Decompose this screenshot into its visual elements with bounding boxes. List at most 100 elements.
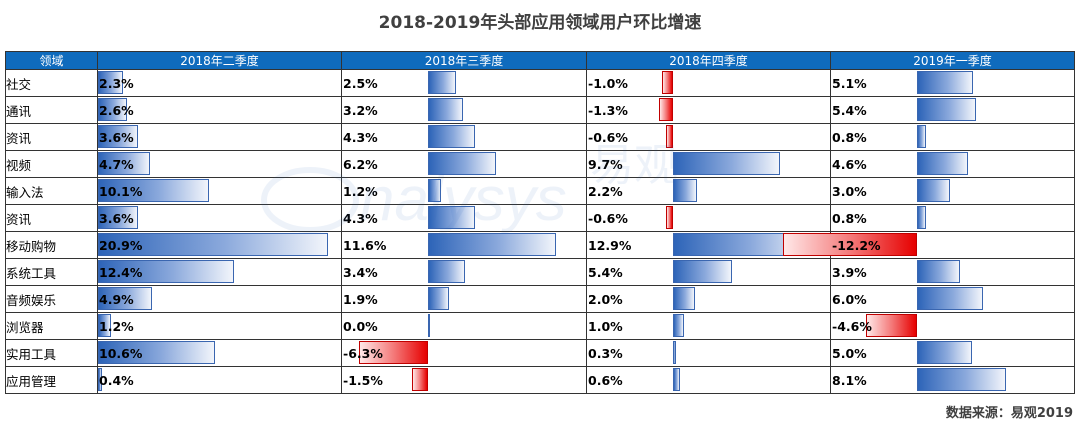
value-label: 5.1% [832,75,867,91]
value-cell: 3.6% [97,123,342,151]
value-bar [917,368,1007,391]
table-row: 系统工具 12.4% 3.4% 5.4% 3.9% [5,258,1075,286]
value-bar [917,152,968,175]
value-bar [917,71,974,94]
value-bar [98,179,210,202]
table-body: 社交 2.3% 2.5% -1.0% 5.1% 通讯 2.6% 3.2% -1.3% 5.4% 资讯… [5,69,1075,394]
row-label: 视频 [5,150,98,178]
value-cell: 4.6% [830,150,1075,178]
value-cell: 1.2% [97,312,342,340]
value-cell: -4.6% [830,312,1075,340]
value-bar [917,125,926,148]
value-label: 10.1% [99,183,143,199]
row-label: 移动购物 [5,231,98,259]
value-label: 6.0% [832,291,867,307]
value-label: 5.4% [832,102,867,118]
table-row: 实用工具 10.6% -6.3% 0.3% 5.0% [5,339,1075,367]
value-label: 2.5% [343,75,378,91]
value-cell: 3.2% [341,96,587,124]
value-bar [428,71,456,94]
value-cell: 12.4% [97,258,342,286]
row-label: 社交 [5,69,98,97]
data-source-note: 数据来源：易观2019 [945,406,1073,421]
value-label: -12.2% [832,237,881,253]
value-bar [428,152,497,175]
value-label: 3.4% [343,264,378,280]
row-label: 资讯 [5,123,98,151]
value-bar [98,233,328,256]
value-label: -0.6% [588,129,628,145]
value-label: 0.4% [99,372,134,388]
value-bar [917,287,983,310]
table-row: 应用管理 0.4% -1.5% 0.6% 8.1% [5,366,1075,394]
value-bar [917,179,950,202]
value-label: 1.9% [343,291,378,307]
value-label: 8.1% [832,372,867,388]
value-cell: -1.0% [586,69,831,97]
value-bar [673,179,698,202]
value-label: 3.6% [99,129,134,145]
value-cell: 2.2% [586,177,831,205]
column-header-q2-2018: 2018年二季度 [97,51,342,70]
value-bar [666,125,673,148]
value-bar [411,368,428,391]
value-label: -1.0% [588,75,628,91]
value-label: 4.9% [99,291,134,307]
value-label: -0.6% [588,210,628,226]
value-cell: 3.6% [97,204,342,232]
value-bar [428,233,556,256]
table-header-row: 领域 2018年二季度 2018年三季度 2018年四季度 2019年一季度 [5,51,1075,70]
value-cell: 10.1% [97,177,342,205]
row-label: 实用工具 [5,339,98,367]
table-row: 输入法 10.1% 1.2% 2.2% 3.0% [5,177,1075,205]
value-label: 1.0% [588,318,623,334]
value-cell: 2.0% [586,285,831,313]
value-cell: 6.0% [830,285,1075,313]
table-row: 音频娱乐 4.9% 1.9% 2.0% 6.0% [5,285,1075,313]
value-cell: 2.6% [97,96,342,124]
value-bar [98,341,215,364]
value-cell: 1.9% [341,285,587,313]
value-label: -4.6% [832,318,872,334]
value-label: 3.0% [832,183,867,199]
value-cell: 3.4% [341,258,587,286]
value-cell: 20.9% [97,231,342,259]
value-label: 2.0% [588,291,623,307]
value-cell: 0.3% [586,339,831,367]
value-cell: 0.8% [830,204,1075,232]
value-cell: 0.0% [341,312,587,340]
value-bar [98,98,127,121]
value-bar [917,260,960,283]
value-label: 4.3% [343,129,378,145]
column-header-domain: 领域 [5,51,98,70]
value-label: 5.4% [588,264,623,280]
value-bar [428,179,442,202]
value-cell: 11.6% [341,231,587,259]
value-label: -6.3% [343,345,383,361]
value-bar [866,314,917,337]
value-label: 0.8% [832,210,867,226]
value-label: 4.6% [832,156,867,172]
value-cell: -1.3% [586,96,831,124]
value-bar [98,71,124,94]
value-cell: 4.7% [97,150,342,178]
table-row: 社交 2.3% 2.5% -1.0% 5.1% [5,69,1075,97]
value-label: 4.7% [99,156,134,172]
value-label: 0.0% [343,318,378,334]
value-label: 11.6% [343,237,387,253]
value-label: 12.9% [588,237,632,253]
value-bar [917,341,972,364]
value-bar [673,152,780,175]
value-bar [98,206,138,229]
value-cell: 2.5% [341,69,587,97]
column-header-q3-2018: 2018年三季度 [341,51,587,70]
value-bar [666,206,673,229]
value-cell: 4.3% [341,123,587,151]
value-cell: 3.0% [830,177,1075,205]
table-row: 视频 4.7% 6.2% 9.7% 4.6% [5,150,1075,178]
row-label: 系统工具 [5,258,98,286]
value-cell: -6.3% [341,339,587,367]
row-label: 输入法 [5,177,98,205]
value-bar [662,71,673,94]
value-bar [782,233,917,256]
